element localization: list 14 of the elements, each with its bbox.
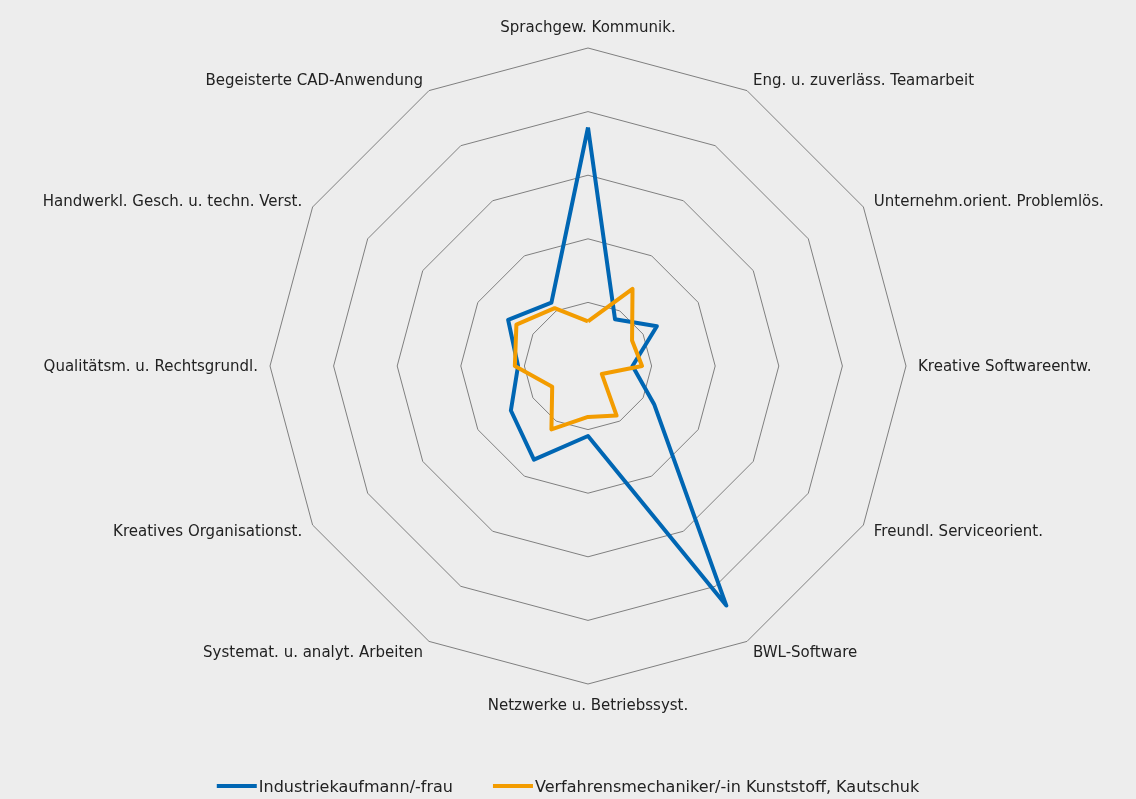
spoke-label: Sprachgew. Kommunik. xyxy=(500,18,676,36)
spoke-label: Handwerkl. Gesch. u. techn. Verst. xyxy=(42,192,303,210)
spoke-label: Systemat. u. analyt. Arbeiten xyxy=(203,642,423,661)
spoke-label: Begeisterte CAD-Anwendung xyxy=(205,71,423,90)
spoke-label: BWL-Software xyxy=(753,642,858,661)
spoke-label: Netzwerke u. Betriebssyst. xyxy=(487,696,689,714)
spoke-label: Freundl. Serviceorient. xyxy=(873,522,1043,540)
spoke-label: Unternehm.orient. Problemlös. xyxy=(873,192,1104,210)
spoke-label: Kreatives Organisationst. xyxy=(113,522,303,540)
spoke-label: Eng. u. zuverläss. Teamarbeit xyxy=(753,71,975,90)
spoke-label: Qualitätsm. u. Rechtsgrundl. xyxy=(43,357,258,375)
legend-label: Verfahrensmechaniker/-in Kunststoff, Kautschuk xyxy=(534,777,920,796)
legend-label: Industriekaufmann/-frau xyxy=(258,777,453,796)
spoke-label: Kreative Softwareentw. xyxy=(918,357,1092,375)
